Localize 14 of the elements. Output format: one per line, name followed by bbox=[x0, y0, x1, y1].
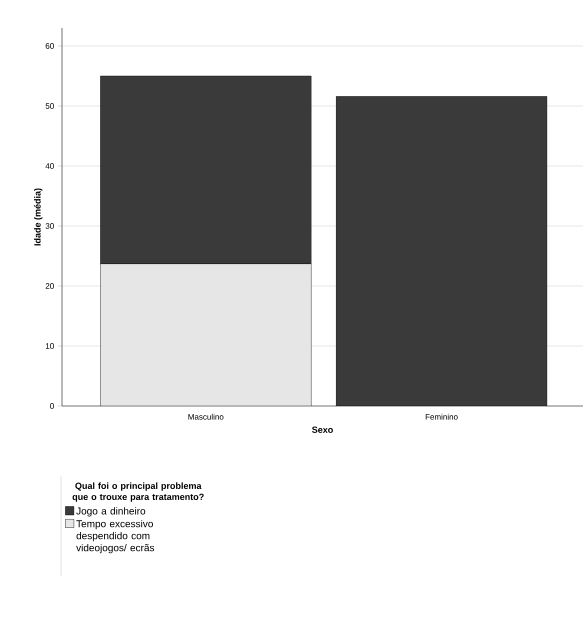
y-tick-label: 40 bbox=[45, 163, 54, 169]
legend-label: Jogo a dinheiro bbox=[76, 507, 146, 517]
y-tick-label: 60 bbox=[46, 43, 54, 49]
legend-label: Tempo excessivo despendido com videojogos/ ecrãs bbox=[76, 520, 154, 554]
x-tick-label: Masculino bbox=[188, 414, 224, 420]
y-tick-label: 20 bbox=[46, 283, 54, 289]
y-tick-label: 30 bbox=[46, 223, 54, 229]
y-axis-title: Idade (média) bbox=[34, 188, 42, 246]
y-tick-label: 10 bbox=[46, 343, 54, 349]
legend-title: Qual foi o principal problema que o trouxe para tratamento? bbox=[72, 482, 204, 502]
x-axis-title: Sexo bbox=[312, 426, 333, 433]
y-tick-label: 0 bbox=[50, 403, 54, 409]
y-tick-label: 50 bbox=[46, 103, 54, 109]
x-tick-label: Feminino bbox=[426, 414, 458, 420]
